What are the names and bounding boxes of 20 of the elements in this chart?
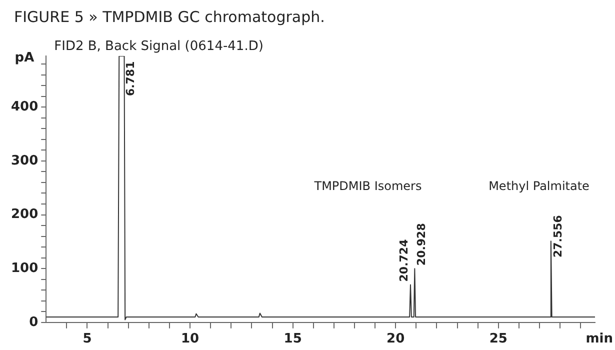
y-tick-label: 400 — [10, 100, 38, 114]
annotation: Methyl Palmitate — [488, 179, 590, 193]
x-tick-label: 20 — [386, 332, 405, 347]
x-tick-label: 25 — [489, 332, 508, 347]
x-axis-title: min — [586, 331, 613, 346]
annotation: 20.724 — [397, 238, 410, 282]
annotation: 20.928 — [415, 223, 428, 266]
x-tick-label: 5 — [82, 332, 92, 347]
x-tick-label: 15 — [284, 332, 302, 347]
y-tick-label: 0 — [29, 314, 38, 330]
y-tick-label: 200 — [10, 207, 38, 222]
y-tick-label: 300 — [10, 153, 38, 168]
chart-subtitle: FID2 B, Back Signal (0614-41.D) — [54, 39, 264, 54]
annotation: 6.781 — [124, 61, 138, 96]
y-axis-title: pA — [14, 50, 34, 66]
y-tick-label: 100 — [10, 260, 38, 276]
x-tick-label: 10 — [180, 332, 200, 347]
chart-title: FIGURE 5 » TMPDMIB GC chromatograph. — [14, 8, 325, 26]
annotation: TMPDMIB Isomers — [313, 179, 422, 193]
annotation: 27.556 — [551, 214, 564, 258]
